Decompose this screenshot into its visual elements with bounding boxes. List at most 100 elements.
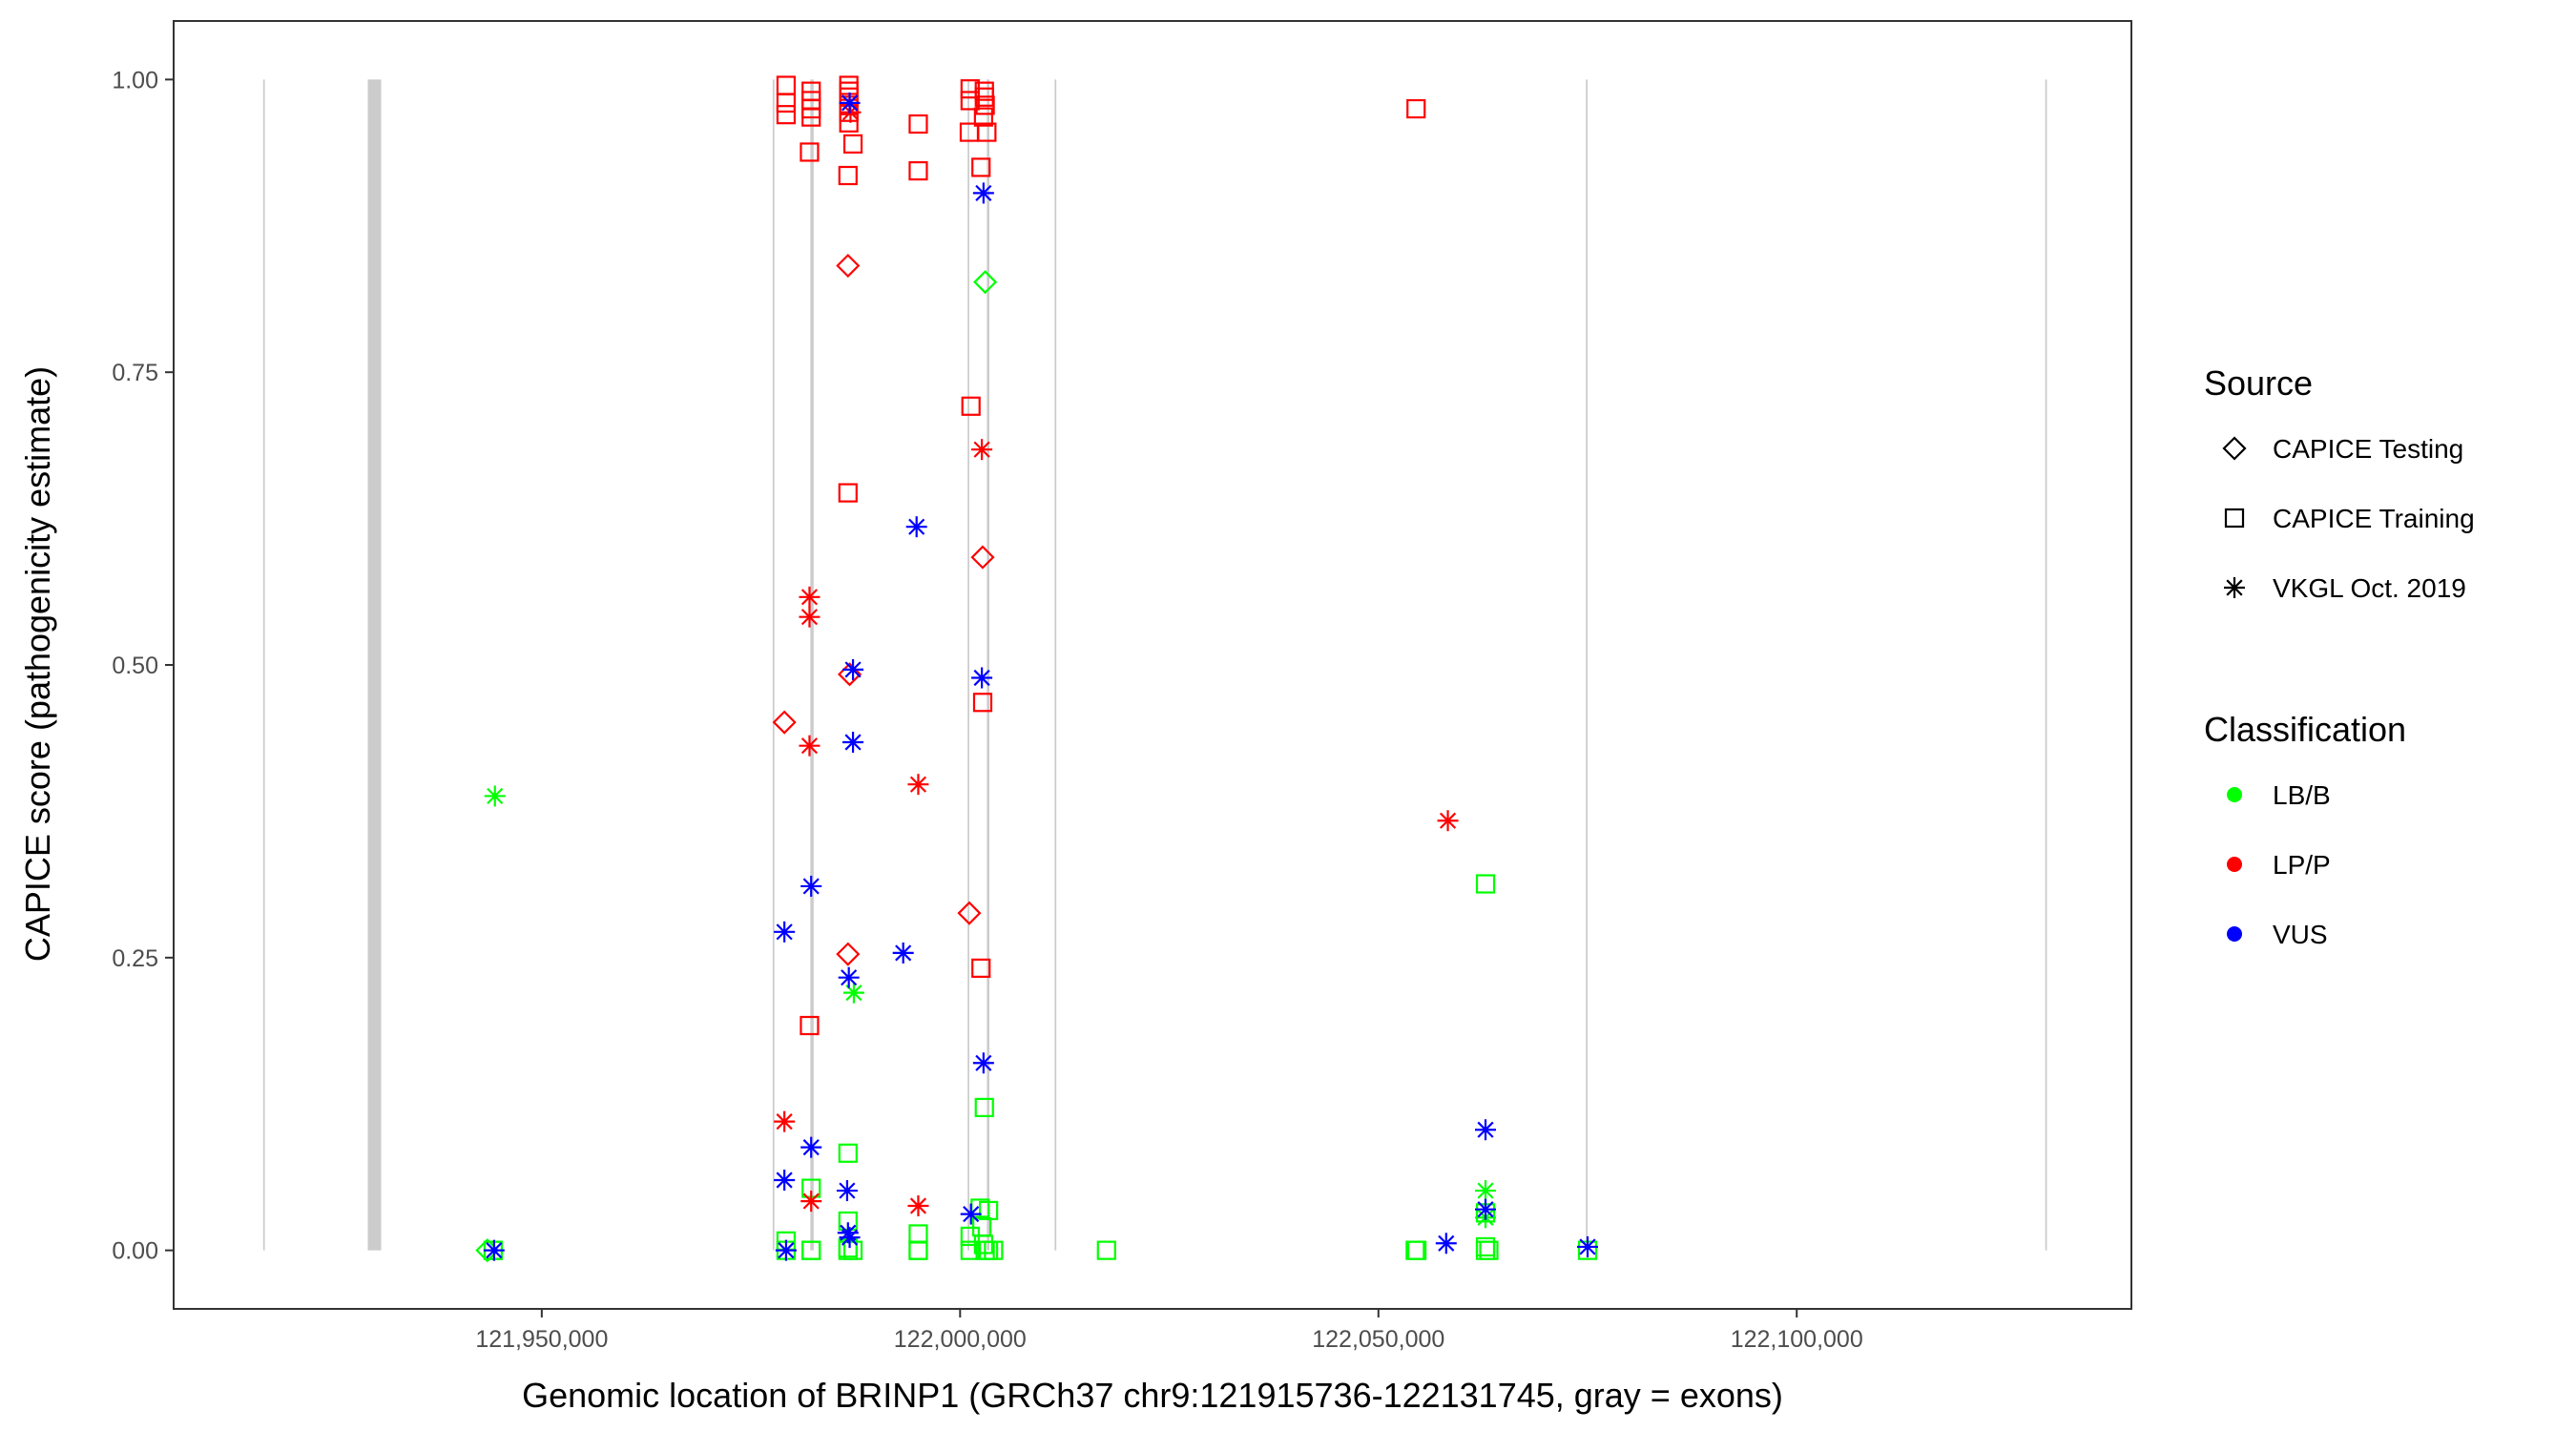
data-point (960, 1203, 982, 1225)
data-point (839, 1227, 861, 1249)
legend-key (2222, 436, 2247, 461)
y-tick-label: 0.25 (112, 945, 158, 972)
data-point (1406, 98, 1426, 119)
data-point (800, 142, 820, 162)
data-point (974, 1097, 994, 1118)
legend-title: Source (2204, 363, 2313, 403)
data-point (1407, 1240, 1427, 1260)
data-point (838, 483, 858, 503)
data-point (842, 134, 863, 154)
y-axis-title: CAPICE score (pathogenicity estimate) (18, 366, 57, 962)
data-point (801, 107, 821, 127)
legend-key (2224, 577, 2245, 598)
data-point (839, 92, 861, 114)
data-point (1096, 1240, 1116, 1260)
legend-key (2227, 857, 2242, 872)
data-point (799, 586, 821, 608)
y-tick-label: 0.00 (112, 1238, 158, 1265)
exon-band (1054, 79, 1057, 1251)
data-point (971, 157, 991, 177)
data-point (842, 658, 864, 680)
legend-label: VKGL Oct. 2019 (2273, 573, 2466, 603)
exon-band (810, 79, 814, 1251)
data-point (776, 105, 797, 125)
data-point (1479, 1240, 1499, 1260)
data-point (975, 95, 995, 115)
data-point (960, 1240, 980, 1260)
data-point (908, 160, 928, 181)
data-point (837, 662, 862, 687)
data-point (772, 710, 797, 735)
data-point (774, 921, 796, 943)
exon-band (367, 79, 382, 1251)
data-point (800, 1191, 822, 1213)
data-point (836, 1180, 858, 1202)
data-point (799, 606, 821, 628)
exon-band (1586, 79, 1588, 1251)
data-point (1475, 874, 1496, 894)
data-point (908, 114, 928, 135)
data-point (1475, 1198, 1497, 1220)
data-point (836, 253, 861, 279)
legend-label: LP/P (2273, 850, 2331, 880)
data-point (972, 693, 993, 713)
data-point (973, 107, 993, 127)
data-point (907, 774, 929, 796)
data-point (800, 1015, 820, 1036)
legend-key (2224, 508, 2245, 529)
legend: Source CAPICE Testing CAPICE Training VKGL … (2204, 363, 2475, 949)
legend-label: LB/B (2273, 780, 2331, 810)
data-point (971, 958, 991, 978)
x-axis-title: Genomic location of BRINP1 (GRCh37 chr9:… (522, 1376, 1783, 1415)
data-point (800, 1136, 822, 1158)
data-point (977, 122, 997, 142)
data-point (957, 901, 982, 925)
data-point (842, 982, 864, 1004)
exon-bands (262, 79, 2047, 1251)
data-point (905, 516, 927, 538)
data-point (984, 1240, 1004, 1260)
exon-band (772, 79, 775, 1251)
x-tick-label: 122,050,000 (1312, 1326, 1444, 1353)
data-point (908, 1240, 928, 1260)
data-point (775, 1239, 797, 1261)
legend-label: VUS (2273, 920, 2328, 949)
y-tick-label: 0.50 (112, 653, 158, 679)
data-point (800, 875, 822, 897)
data-point (1577, 1235, 1598, 1257)
x-tick-label: 122,000,000 (894, 1326, 1027, 1353)
legend-key (2227, 787, 2242, 802)
legend-label: CAPICE Testing (2273, 434, 2463, 464)
data-point (971, 439, 993, 461)
data-point (892, 942, 914, 964)
data-point (1437, 810, 1459, 832)
y-tick-label: 0.75 (112, 360, 158, 386)
exon-band (987, 79, 989, 1251)
y-tick-label: 1.00 (112, 67, 158, 93)
data-point (972, 182, 994, 204)
exon-band (262, 79, 265, 1251)
legend-title: Classification (2204, 710, 2406, 749)
data-point (838, 1143, 858, 1163)
data-point (971, 667, 993, 689)
data-point (484, 785, 506, 807)
data-point (972, 1052, 994, 1074)
axes: 0.00 0.25 0.50 0.75 1.00 121,950,000 122,000,0… (112, 67, 1862, 1353)
exon-band (2045, 79, 2047, 1251)
exon-band (967, 79, 969, 1251)
data-point (799, 735, 821, 757)
x-tick-label: 121,950,000 (475, 1326, 608, 1353)
legend-key (2227, 926, 2242, 942)
legend-label: CAPICE Training (2273, 504, 2475, 533)
data-point (1475, 1180, 1497, 1202)
data-point (842, 732, 864, 753)
data-point (1475, 1119, 1497, 1141)
x-tick-label: 122,100,000 (1731, 1326, 1863, 1353)
data-point (776, 93, 797, 114)
data-point (838, 165, 858, 186)
data-point (801, 1240, 821, 1260)
data-point (836, 942, 861, 966)
plot-panel-border (173, 20, 2132, 1310)
